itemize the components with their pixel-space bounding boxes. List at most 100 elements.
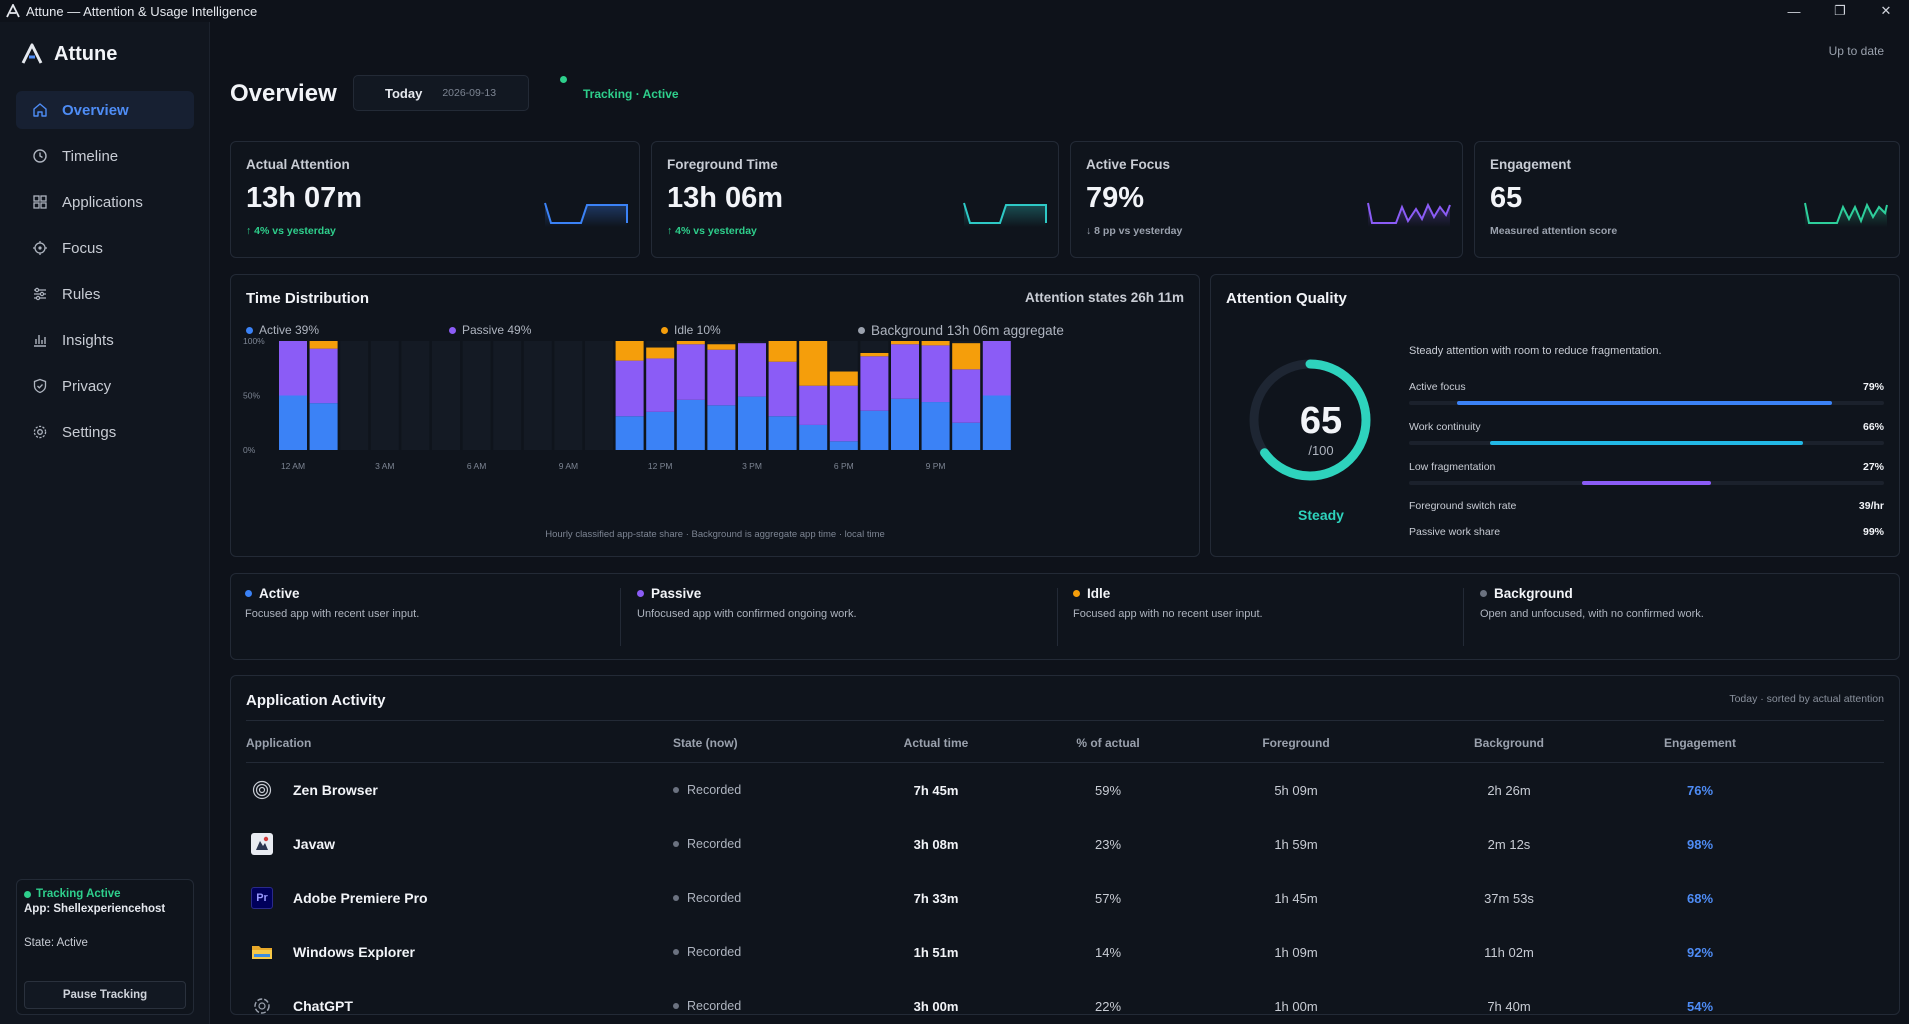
app-name: Zen Browser: [293, 782, 378, 798]
sidebar-item-rules[interactable]: Rules: [16, 275, 194, 313]
section-title: Application Activity: [246, 692, 386, 709]
target-icon: [33, 241, 47, 255]
kpi-card-engagement: Engagement 65 Measured attention score: [1474, 141, 1900, 258]
column-header-background[interactable]: Background: [1473, 736, 1544, 750]
engagement-cell: 92%: [1686, 944, 1714, 960]
bar-slot: [370, 341, 399, 450]
score-value: 65: [1299, 400, 1343, 442]
definition-title: Idle: [1087, 586, 1111, 601]
kpi-change: ↑ 4% vs yesterday: [246, 225, 336, 237]
sidebar-item-focus[interactable]: Focus: [16, 229, 194, 267]
foreground-cell: 1h 09m: [1274, 944, 1318, 960]
application-cell: Pr Adobe Premiere Pro: [251, 871, 428, 925]
window-title: Attune — Attention & Usage Intelligence: [26, 3, 258, 19]
sidebar-item-settings[interactable]: Settings: [16, 413, 194, 451]
restore-button[interactable]: ❐: [1834, 3, 1846, 18]
bar-segment-passive: [676, 344, 705, 400]
bar-segment-idle: [646, 347, 675, 359]
y-tick-label: 100%: [243, 336, 265, 346]
x-tick-label: 6 AM: [467, 461, 486, 471]
column-header-actual-time[interactable]: Actual time: [903, 736, 969, 750]
divider: [620, 588, 621, 646]
bar-chart-icon: [34, 335, 46, 347]
gear-icon: [33, 425, 47, 439]
column-header-engagement[interactable]: Engagement: [1663, 736, 1736, 750]
zen-browser-icon: [251, 779, 273, 801]
bar-segment-idle: [676, 341, 705, 345]
app-name: Adobe Premiere Pro: [293, 890, 428, 906]
column-header-foreground[interactable]: Foreground: [1262, 736, 1330, 750]
table-row[interactable]: Zen Browser Recorded 7h 45m 59% 5h 09m 2…: [231, 763, 1899, 817]
background-cell: 2h 26m: [1487, 782, 1531, 798]
bar-segment-passive: [829, 385, 858, 442]
application-activity-card: Application Activity Today · sorted by a…: [230, 675, 1900, 1015]
definition-idle: Idle Focused app with no recent user inp…: [1073, 586, 1263, 620]
table-row[interactable]: ChatGPT Recorded 3h 00m 22% 1h 00m 7h 40…: [231, 979, 1899, 1014]
actual-time-cell: 3h 08m: [913, 836, 959, 852]
close-button[interactable]: ✕: [1880, 3, 1892, 18]
bar-slot: [493, 341, 522, 450]
minimize-button[interactable]: —: [1787, 3, 1801, 19]
sort-note: Today · sorted by actual attention: [1729, 693, 1884, 705]
application-cell: Zen Browser: [251, 763, 378, 817]
bar-slot: [340, 341, 369, 450]
sidebar-item-label: Privacy: [62, 377, 112, 395]
bar-slot: [401, 341, 430, 450]
gauge-arc: [1249, 359, 1371, 481]
divider: [1057, 588, 1058, 646]
kpi-label: Active Focus: [1086, 157, 1171, 172]
title-bar: Attune — Attention & Usage Intelligence …: [0, 0, 1909, 22]
kpi-label: Foreground Time: [667, 157, 778, 172]
bar-slot: [462, 341, 491, 450]
sidebar-item-privacy[interactable]: Privacy: [16, 367, 194, 405]
sliders-icon: [34, 287, 46, 301]
percent-cell: 23%: [1094, 836, 1122, 852]
sidebar-item-overview[interactable]: Overview: [16, 91, 194, 129]
pause-tracking-button[interactable]: Pause Tracking: [24, 981, 186, 1009]
legend-label: Passive 49%: [462, 323, 532, 337]
home-icon: [33, 103, 47, 117]
engagement-cell: 68%: [1686, 890, 1714, 906]
bar-slot: [523, 341, 552, 450]
table-row[interactable]: Windows Explorer Recorded 1h 51m 14% 1h …: [231, 925, 1899, 979]
table-row[interactable]: Javaw Recorded 3h 08m 23% 1h 59m 2m 12s …: [231, 817, 1899, 871]
metric-active-focus: Active focus 79%: [1409, 381, 1884, 405]
date-selector[interactable]: Today 2026-09-13: [353, 75, 529, 111]
engagement-cell: 98%: [1686, 836, 1714, 852]
legend-dot-icon: [858, 327, 865, 334]
sidebar-item-timeline[interactable]: Timeline: [16, 137, 194, 175]
time-distribution-card: Time Distribution Attention states 26h 1…: [230, 274, 1200, 557]
bar-segment-passive: [982, 341, 1011, 396]
background-cell: 37m 53s: [1484, 890, 1534, 906]
current-app: App: Shellexperiencehost: [24, 903, 166, 915]
brand: Attune: [20, 42, 117, 66]
kpi-card-foreground-time: Foreground Time 13h 06m ↑ 4% vs yesterda…: [651, 141, 1059, 258]
sidebar-item-label: Settings: [62, 423, 117, 441]
sparkline: [1367, 202, 1451, 227]
sidebar-item-insights[interactable]: Insights: [16, 321, 194, 359]
bar-slot: [432, 341, 460, 450]
actual-time-cell: 7h 33m: [913, 890, 959, 906]
kpi-value: 79%: [1086, 182, 1145, 214]
column-header-percent-actual[interactable]: % of actual: [1076, 736, 1140, 750]
definition-text: Focused app with recent user input.: [245, 608, 420, 620]
app-name: ChatGPT: [293, 998, 353, 1014]
column-header-application[interactable]: Application: [246, 736, 312, 750]
state-cell: Recorded: [673, 925, 741, 979]
application-cell: Windows Explorer: [251, 925, 415, 979]
state-dot-icon: [673, 787, 679, 793]
bar-segment-passive: [952, 369, 981, 423]
divider: [1463, 588, 1464, 646]
date-label: Today: [385, 85, 423, 101]
x-tick-label: 12 PM: [648, 461, 673, 471]
tracking-status-title: Tracking Active: [24, 888, 186, 900]
sidebar-item-label: Focus: [62, 239, 103, 257]
kpi-change: ↑ 4% vs yesterday: [667, 225, 757, 237]
table-row[interactable]: Pr Adobe Premiere Pro Recorded 7h 33m 57…: [231, 871, 1899, 925]
definition-title: Background: [1494, 586, 1573, 601]
sidebar-item-applications[interactable]: Applications: [16, 183, 194, 221]
tracking-status-card: Tracking Active App: Shellexperiencehost…: [16, 879, 194, 1015]
metric-bar: [1409, 401, 1884, 405]
bar-segment-idle: [921, 341, 950, 346]
column-header-state[interactable]: State (now): [673, 736, 738, 750]
